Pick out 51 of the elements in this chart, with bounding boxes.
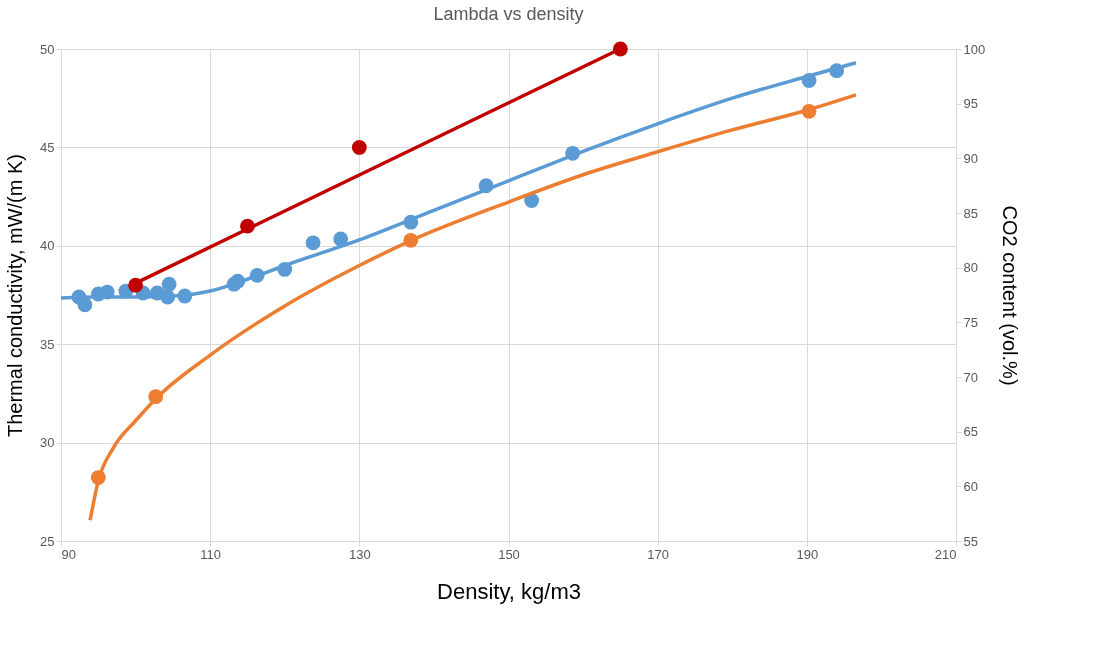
point [161, 276, 177, 292]
point [160, 289, 176, 305]
y2-tick-label: 100 [963, 41, 986, 57]
y-tick-label: 45 [40, 139, 55, 155]
x-tick-label: 210 [934, 546, 957, 562]
point [565, 145, 581, 161]
y-tick-label: 25 [40, 533, 55, 549]
x-tick-label: 130 [348, 546, 371, 562]
y2-tick-label: 85 [963, 205, 978, 221]
point [177, 288, 193, 304]
line-series [88, 93, 858, 522]
point [249, 267, 265, 283]
point [478, 178, 494, 194]
point [829, 63, 845, 79]
point [351, 140, 367, 155]
y2-tick-label: 90 [963, 150, 978, 166]
chart-title: Lambda vs density [433, 3, 584, 24]
point [230, 273, 246, 289]
point [99, 284, 115, 300]
y2-tick-label: 75 [963, 314, 978, 330]
y2-tick-label: 55 [963, 533, 978, 549]
point [403, 214, 419, 230]
y2-tick-label: 95 [963, 96, 978, 112]
point [128, 277, 143, 293]
point [90, 470, 106, 485]
point [801, 73, 817, 88]
y-axis-title: Thermal conductivity, mW/(m K) [4, 154, 27, 437]
x-tick-label: 110 [200, 546, 222, 562]
point [240, 218, 255, 234]
y-tick-label: 30 [40, 435, 55, 451]
point [148, 389, 164, 405]
point [403, 232, 419, 248]
x-tick-label: 190 [796, 546, 819, 562]
y-tick-label: 40 [40, 238, 55, 254]
point [612, 41, 628, 57]
y-tick-label: 50 [40, 41, 55, 57]
x-axis-title: Density, kg/m3 [437, 578, 581, 604]
y2-tick-label: 80 [963, 260, 978, 276]
point [305, 235, 321, 251]
point [77, 297, 93, 313]
y2-axis-title: CO2 content (vol.%) [999, 205, 1022, 386]
y2-tick-label: 65 [963, 424, 978, 440]
point [333, 231, 349, 247]
point [277, 262, 293, 277]
x-tick-label: 150 [498, 546, 520, 562]
y-tick-label: 35 [40, 336, 55, 352]
x-tick-label: 170 [647, 546, 670, 562]
y2-tick-label: 60 [963, 478, 978, 494]
point [801, 103, 817, 119]
x-tick-label: 90 [61, 546, 76, 562]
y2-tick-label: 70 [963, 369, 978, 385]
